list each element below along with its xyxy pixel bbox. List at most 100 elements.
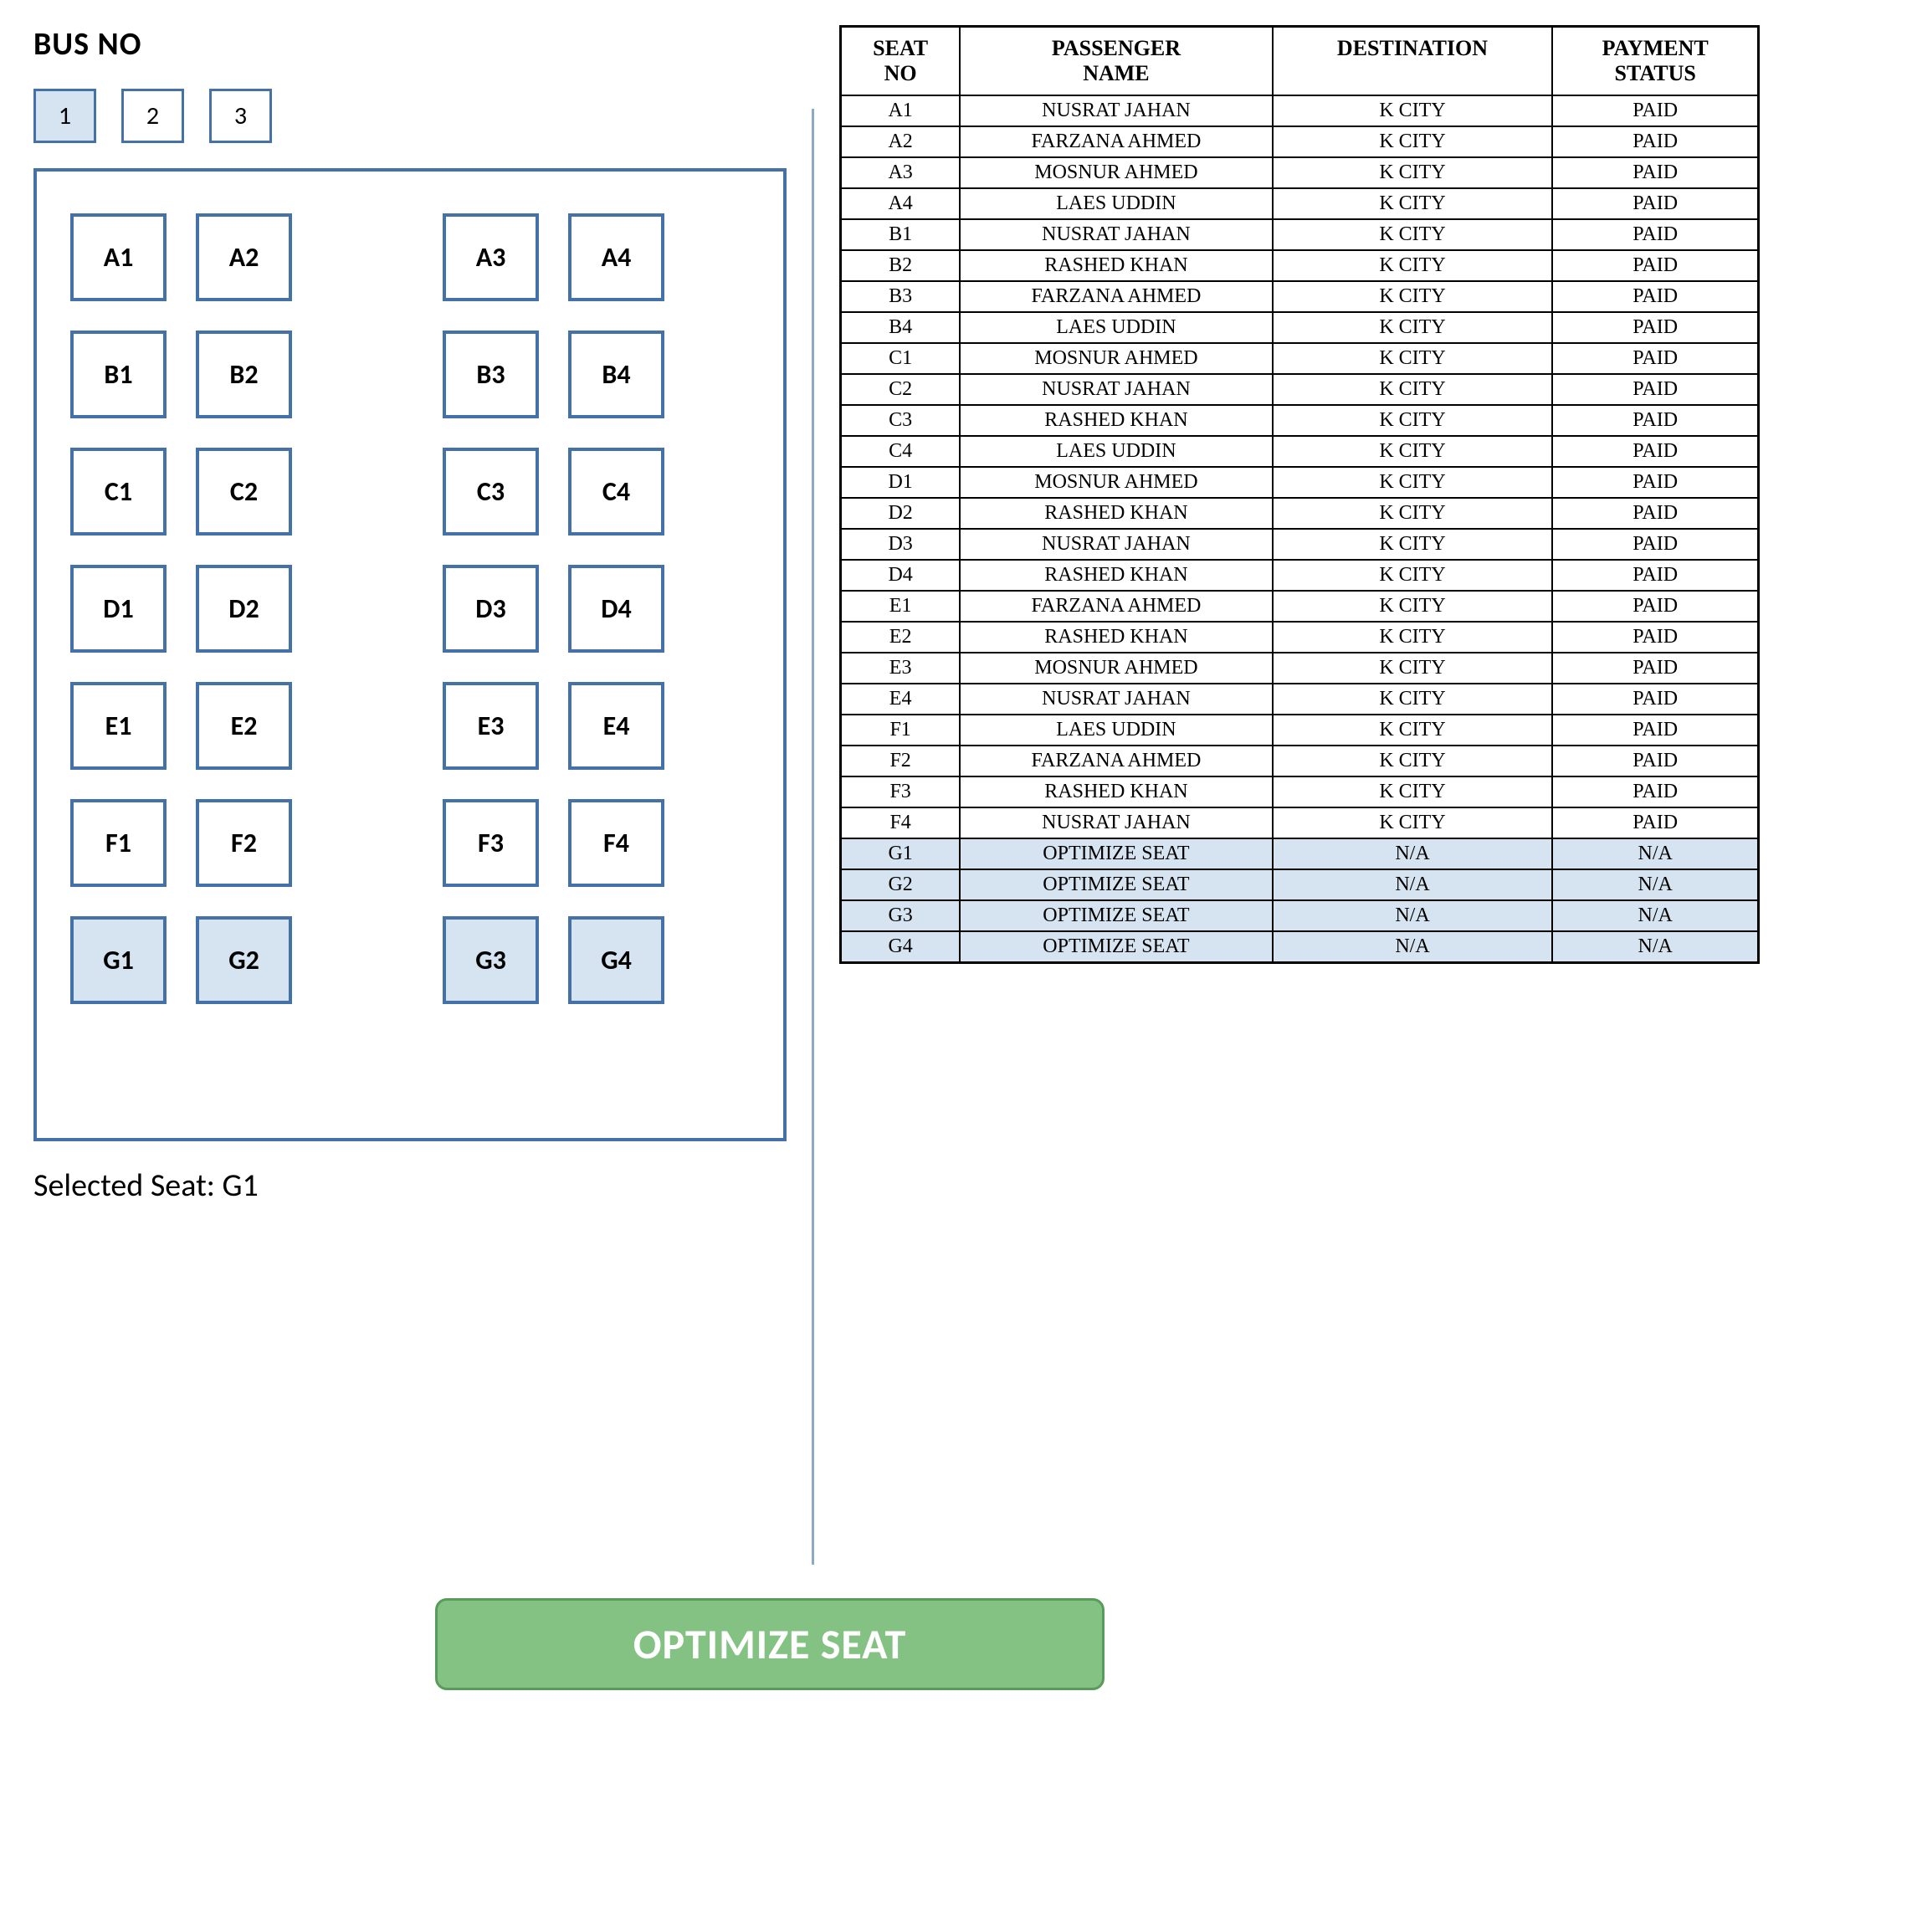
seat-D4[interactable]: D4 [568,565,664,653]
table-cell-status: PAID [1552,560,1758,591]
table-cell-status: PAID [1552,529,1758,560]
table-cell-dest: K CITY [1273,653,1553,684]
table-cell-dest: K CITY [1273,312,1553,343]
bus-tab-3[interactable]: 3 [209,89,272,143]
table-cell-status: PAID [1552,312,1758,343]
table-cell-seat: B2 [841,250,961,281]
table-row: B3FARZANA AHMEDK CITYPAID [841,281,1759,312]
table-row: D4RASHED KHANK CITYPAID [841,560,1759,591]
table-cell-status: PAID [1552,95,1758,126]
table-cell-dest: K CITY [1273,343,1553,374]
seat-E3[interactable]: E3 [443,682,539,770]
table-row: B1NUSRAT JAHANK CITYPAID [841,219,1759,250]
seat-F4[interactable]: F4 [568,799,664,887]
table-row: G3OPTIMIZE SEATN/AN/A [841,900,1759,931]
table-cell-status: PAID [1552,776,1758,807]
table-header: SEATNO [841,27,961,96]
seat-B3[interactable]: B3 [443,331,539,418]
table-row: G2OPTIMIZE SEATN/AN/A [841,869,1759,900]
seat-grid: A1 A2 A3 A4 B1 B2 B3 B4 C1 C2 C3 C4 D1 D2 D3 D4 E1 E2 E3 E4… [70,213,750,1004]
table-cell-name: NUSRAT JAHAN [960,374,1272,405]
table-cell-dest: K CITY [1273,498,1553,529]
seat-A2[interactable]: A2 [196,213,292,301]
table-row: C3RASHED KHANK CITYPAID [841,405,1759,436]
table-cell-name: OPTIMIZE SEAT [960,869,1272,900]
table-cell-name: NUSRAT JAHAN [960,807,1272,838]
table-cell-name: MOSNUR AHMED [960,467,1272,498]
table-row: F3RASHED KHANK CITYPAID [841,776,1759,807]
table-cell-seat: C1 [841,343,961,374]
table-cell-dest: K CITY [1273,560,1553,591]
seat-A3[interactable]: A3 [443,213,539,301]
seat-E1[interactable]: E1 [70,682,167,770]
table-cell-status: PAID [1552,126,1758,157]
table-cell-name: NUSRAT JAHAN [960,219,1272,250]
table-cell-dest: K CITY [1273,219,1553,250]
table-cell-dest: K CITY [1273,250,1553,281]
table-row: E2RASHED KHANK CITYPAID [841,622,1759,653]
seat-B4[interactable]: B4 [568,331,664,418]
table-cell-name: MOSNUR AHMED [960,343,1272,374]
table-cell-dest: N/A [1273,869,1553,900]
seat-D3[interactable]: D3 [443,565,539,653]
seat-C2[interactable]: C2 [196,448,292,536]
bus-tab-1[interactable]: 1 [33,89,96,143]
seat-E2[interactable]: E2 [196,682,292,770]
table-cell-seat: C2 [841,374,961,405]
table-cell-dest: K CITY [1273,374,1553,405]
seat-D2[interactable]: D2 [196,565,292,653]
table-cell-seat: D1 [841,467,961,498]
seat-row: C1 C2 C3 C4 [70,448,750,536]
seat-A1[interactable]: A1 [70,213,167,301]
table-cell-status: PAID [1552,157,1758,188]
table-cell-name: OPTIMIZE SEAT [960,900,1272,931]
table-cell-dest: K CITY [1273,622,1553,653]
seat-F1[interactable]: F1 [70,799,167,887]
table-cell-seat: G4 [841,931,961,963]
seat-C3[interactable]: C3 [443,448,539,536]
table-cell-dest: K CITY [1273,807,1553,838]
table-cell-status: PAID [1552,807,1758,838]
seat-C4[interactable]: C4 [568,448,664,536]
table-cell-dest: K CITY [1273,776,1553,807]
seat-row: D1 D2 D3 D4 [70,565,750,653]
table-cell-name: NUSRAT JAHAN [960,684,1272,715]
optimize-seat-button[interactable]: OPTIMIZE SEAT [435,1598,1105,1690]
table-cell-dest: N/A [1273,838,1553,869]
table-cell-status: PAID [1552,219,1758,250]
seat-D1[interactable]: D1 [70,565,167,653]
seat-E4[interactable]: E4 [568,682,664,770]
table-row: E3MOSNUR AHMEDK CITYPAID [841,653,1759,684]
seat-F2[interactable]: F2 [196,799,292,887]
seat-row: F1 F2 F3 F4 [70,799,750,887]
table-cell-seat: F3 [841,776,961,807]
table-cell-status: N/A [1552,931,1758,963]
seat-A4[interactable]: A4 [568,213,664,301]
table-cell-seat: A2 [841,126,961,157]
divider [812,109,814,1565]
seat-G1[interactable]: G1 [70,916,167,1004]
table-cell-name: LAES UDDIN [960,312,1272,343]
table-header: PASSENGERNAME [960,27,1272,96]
bus-tabs: 123 [33,89,787,143]
table-cell-seat: F1 [841,715,961,746]
seat-B2[interactable]: B2 [196,331,292,418]
seat-G2[interactable]: G2 [196,916,292,1004]
bus-tab-2[interactable]: 2 [121,89,184,143]
table-cell-name: MOSNUR AHMED [960,653,1272,684]
seat-G3[interactable]: G3 [443,916,539,1004]
table-cell-dest: K CITY [1273,684,1553,715]
table-cell-dest: K CITY [1273,405,1553,436]
table-cell-name: RASHED KHAN [960,250,1272,281]
table-row: A4LAES UDDINK CITYPAID [841,188,1759,219]
table-cell-name: RASHED KHAN [960,776,1272,807]
seat-F3[interactable]: F3 [443,799,539,887]
table-cell-dest: K CITY [1273,529,1553,560]
seat-G4[interactable]: G4 [568,916,664,1004]
table-row: D3NUSRAT JAHANK CITYPAID [841,529,1759,560]
table-cell-name: FARZANA AHMED [960,126,1272,157]
table-header: DESTINATION [1273,27,1553,96]
table-cell-dest: K CITY [1273,126,1553,157]
seat-B1[interactable]: B1 [70,331,167,418]
seat-C1[interactable]: C1 [70,448,167,536]
